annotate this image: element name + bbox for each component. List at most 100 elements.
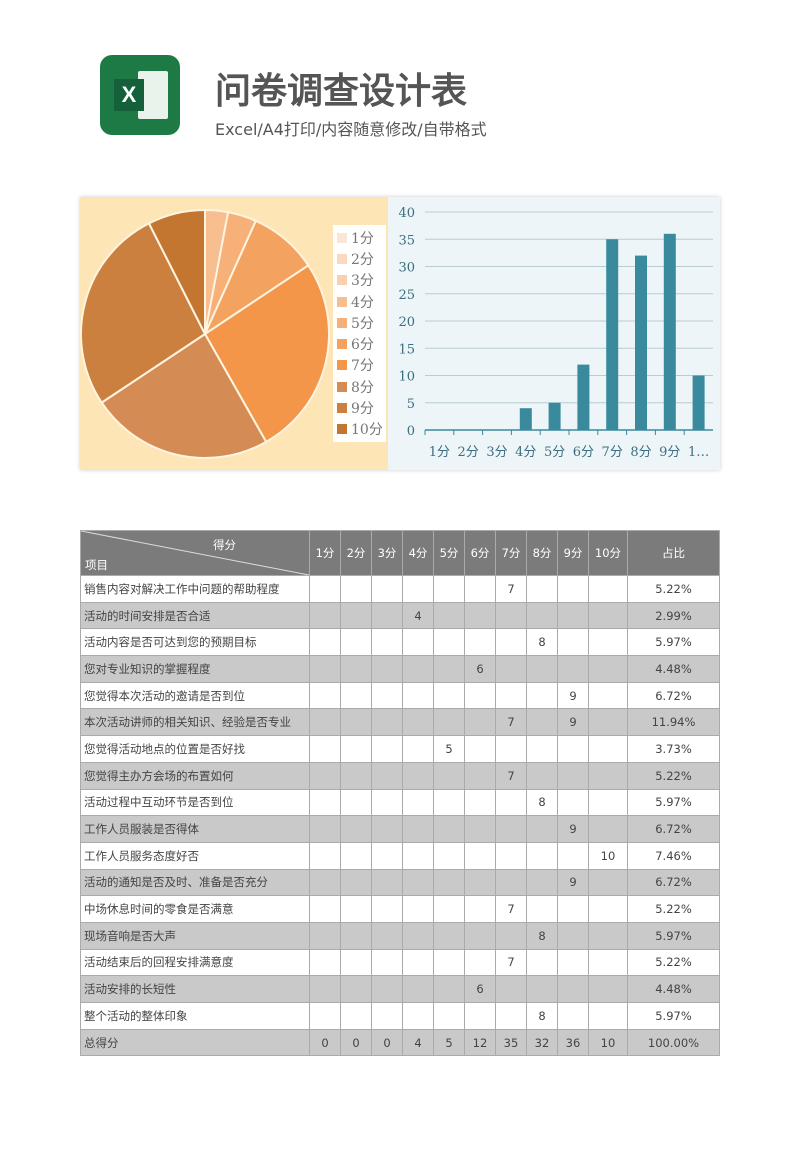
score-cell: [309, 628, 341, 657]
column-header: 9分: [557, 530, 589, 576]
x-tick-label: 5分: [544, 445, 565, 460]
score-cell: [464, 628, 496, 657]
y-tick-label: 35: [398, 233, 415, 248]
score-cell: 7: [495, 948, 527, 977]
score-cell: [557, 788, 589, 817]
x-tick-label: 6分: [573, 445, 594, 460]
score-cell: [309, 975, 341, 1003]
score-cell: [309, 761, 341, 790]
score-cell: [402, 921, 434, 950]
score-cell: [526, 815, 558, 843]
ratio-cell: 4.48%: [627, 655, 720, 683]
y-tick-label: 10: [398, 370, 415, 385]
score-cell: [464, 788, 496, 817]
charts-panel: 1分 2分 3分 4分 5分 6分 7分 8分 9分 10分 0 5 10 15 20 25 30 35 40 1分…: [80, 197, 720, 470]
score-cell: [588, 761, 628, 790]
score-cell: [588, 975, 628, 1003]
item-cell: 现场音响是否大声: [80, 921, 310, 950]
column-header: 2分: [340, 530, 372, 576]
table-row: 整个活动的整体印象 8 5.97%: [80, 1002, 720, 1030]
table-row: 销售内容对解决工作中问题的帮助程度 7 5.22%: [80, 575, 720, 603]
score-cell: [464, 575, 496, 603]
x-tick-label: 9分: [659, 445, 680, 460]
item-cell: 您对专业知识的掌握程度: [80, 655, 310, 683]
bar-7: [606, 239, 619, 430]
score-cell: [495, 655, 527, 683]
score-cell: [371, 628, 403, 657]
legend-swatch: [337, 360, 347, 371]
score-cell: [526, 761, 558, 790]
x-tick-label: 7分: [602, 445, 623, 460]
score-cell: [309, 601, 341, 630]
column-header: 7分: [495, 530, 527, 576]
pie-slice-8: [100, 332, 268, 459]
table-row: 工作人员服装是否得体 9 6.72%: [80, 815, 720, 843]
legend-swatch: [337, 296, 347, 307]
score-cell: 9: [557, 868, 589, 897]
score-cell: [588, 681, 628, 710]
legend-item: 5分: [333, 312, 386, 333]
score-cell: [588, 815, 628, 843]
legend-label: 6分: [351, 337, 374, 354]
table-row: 您觉得活动地点的位置是否好找 5 3.73%: [80, 735, 720, 763]
score-cell: [340, 1002, 372, 1030]
legend-label: 7分: [351, 358, 374, 375]
score-cell: [371, 975, 403, 1003]
total-cell: 4: [402, 1028, 434, 1057]
score-cell: [309, 655, 341, 683]
score-cell: [495, 628, 527, 657]
legend-item: 2分: [333, 248, 386, 269]
score-cell: [588, 1002, 628, 1030]
score-cell: [526, 895, 558, 923]
x-tick-label: 1…: [688, 445, 709, 460]
score-cell: [340, 895, 372, 923]
score-cell: [402, 761, 434, 790]
score-cell: [371, 788, 403, 817]
score-cell: [557, 921, 589, 950]
legend-label: 1分: [351, 230, 374, 247]
table-row: 您觉得主办方会场的布置如何 7 5.22%: [80, 761, 720, 790]
x-tick-label: 2分: [458, 445, 479, 460]
score-cell: [433, 1002, 465, 1030]
score-cell: [495, 841, 527, 870]
y-tick-label: 25: [398, 288, 415, 303]
score-cell: [495, 815, 527, 843]
score-cell: 7: [495, 575, 527, 603]
score-cell: [340, 841, 372, 870]
score-cell: [588, 948, 628, 977]
pie-slice-9: [80, 222, 207, 404]
score-cell: [340, 948, 372, 977]
table-row: 活动的时间安排是否合适 4 2.99%: [80, 601, 720, 630]
ratio-header: 占比: [627, 530, 720, 576]
table-row: 您觉得本次活动的邀请是否到位 9 6.72%: [80, 681, 720, 710]
score-cell: 6: [464, 655, 496, 683]
table-row: 活动过程中互动环节是否到位 8 5.97%: [80, 788, 720, 817]
score-cell: [309, 735, 341, 763]
score-cell: [433, 708, 465, 737]
bar-9: [663, 233, 676, 430]
score-cell: [557, 735, 589, 763]
score-cell: 5: [433, 735, 465, 763]
score-cell: [526, 575, 558, 603]
legend-swatch: [337, 381, 347, 392]
y-tick-label: 0: [407, 424, 415, 439]
total-cell: 0: [309, 1028, 341, 1057]
total-cell: 35: [495, 1028, 527, 1057]
ratio-cell: 5.22%: [627, 761, 720, 790]
x-tick-label: 8分: [630, 445, 651, 460]
score-cell: [526, 708, 558, 737]
score-cell: [402, 895, 434, 923]
score-cell: [588, 575, 628, 603]
legend-label: 8分: [351, 379, 374, 396]
ratio-cell: 6.72%: [627, 815, 720, 843]
score-cell: [309, 841, 341, 870]
score-cell: 7: [495, 708, 527, 737]
bar-8: [635, 255, 647, 430]
score-cell: [557, 575, 589, 603]
table-row: 活动结束后的回程安排满意度 7 5.22%: [80, 948, 720, 977]
score-cell: [340, 761, 372, 790]
score-cell: [433, 655, 465, 683]
score-cell: [588, 788, 628, 817]
total-cell: 5: [433, 1028, 465, 1057]
pie-legend: 1分 2分 3分 4分 5分 6分 7分 8分 9分 10分: [333, 225, 386, 442]
